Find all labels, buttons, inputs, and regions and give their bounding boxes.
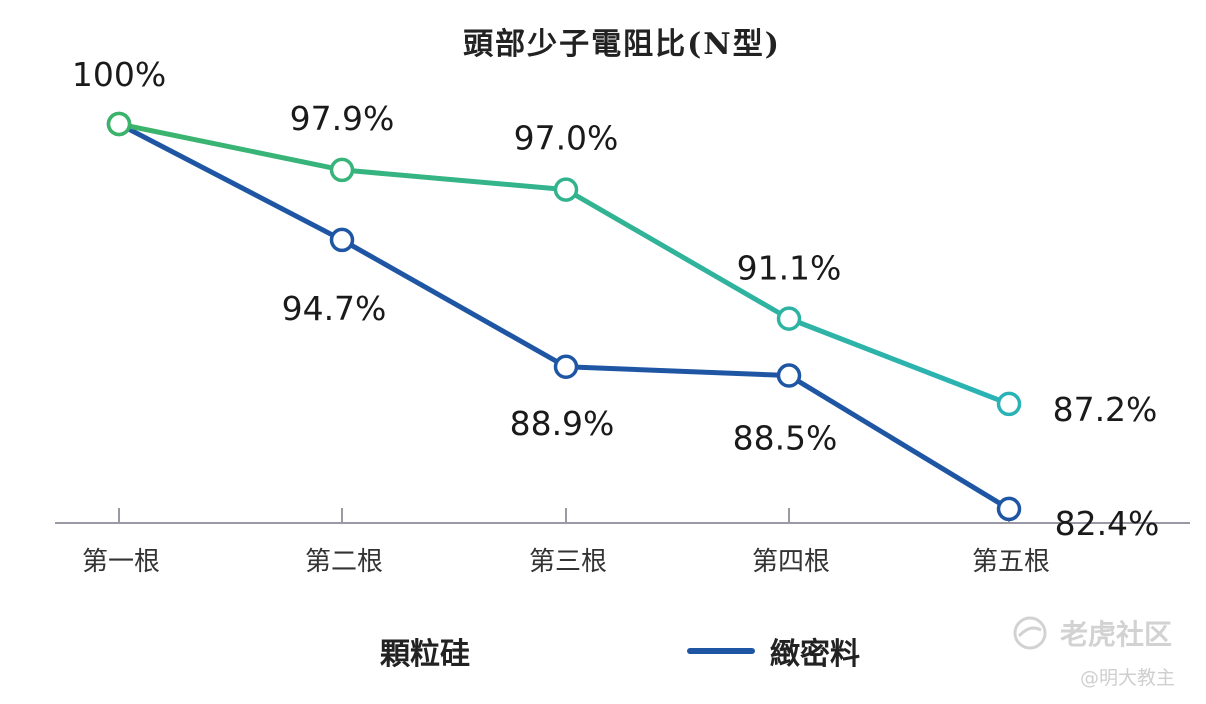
point-dense-material-4	[776, 363, 802, 388]
data-label-granular-silicon-2: 97.9%	[290, 99, 395, 138]
watermark: 老虎社区 @明大教主	[1013, 616, 1175, 689]
watermark-main: 老虎社区	[1060, 618, 1172, 651]
legend-label-granular-silicon: 顆粒硅	[380, 637, 470, 672]
point-dense-material-2	[329, 227, 355, 253]
point-granular-silicon-5	[996, 391, 1022, 417]
data-label-dense-material-4: 88.5%	[733, 419, 838, 458]
point-dense-material-5	[996, 496, 1022, 522]
series-markers	[106, 111, 1022, 522]
chart-title: 頭部少子電阻比(N型)	[463, 27, 781, 62]
data-label-dense-material-2: 94.7%	[282, 289, 387, 328]
data-labels: 94.7% 88.9% 88.5% 82.4% 100% 97.9% 97.0% 91.1% 8…	[72, 55, 1160, 543]
legend-label-dense-material: 緻密料	[770, 637, 860, 672]
x-tick-label-3: 第三根	[529, 547, 607, 577]
point-granular-silicon-2	[329, 157, 355, 183]
point-granular-silicon-1	[106, 111, 132, 137]
x-tick-label-4: 第四根	[752, 547, 830, 577]
data-label-dense-material-5: 82.4%	[1055, 504, 1160, 543]
data-label-granular-silicon-3: 97.0%	[514, 119, 619, 158]
x-tick-label-1: 第一根	[82, 547, 160, 577]
data-label-granular-silicon-4: 91.1%	[737, 249, 842, 288]
watermark-sub: @明大教主	[1080, 667, 1175, 689]
legend: 顆粒硅 緻密料	[289, 637, 860, 672]
x-axis-ticks: 第一根 第二根 第三根 第四根 第五根	[82, 508, 1050, 577]
point-granular-silicon-4	[776, 306, 802, 331]
data-label-dense-material-3: 88.9%	[510, 404, 615, 443]
x-tick-label-5: 第五根	[972, 547, 1050, 577]
watermark-logo-icon	[1013, 616, 1047, 650]
point-dense-material-3	[553, 354, 579, 380]
x-tick-label-2: 第二根	[305, 547, 383, 577]
data-label-granular-silicon-5: 87.2%	[1053, 390, 1158, 429]
point-granular-silicon-3	[553, 177, 579, 202]
data-label-granular-silicon-1: 100%	[72, 55, 166, 94]
